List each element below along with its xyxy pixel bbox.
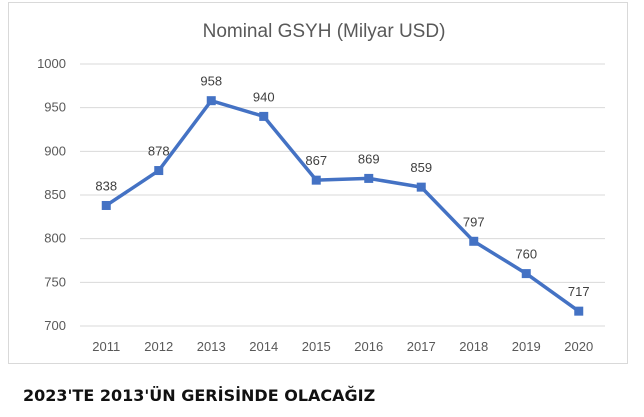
data-label: 838	[95, 178, 117, 193]
x-tick-label: 2011	[92, 339, 120, 354]
data-label: 797	[463, 214, 485, 229]
x-tick-label: 2014	[249, 339, 278, 354]
data-point	[521, 269, 531, 279]
y-tick-label: 750	[44, 274, 66, 289]
data-label: 878	[148, 144, 170, 159]
line-chart: Nominal GSYH (Milyar USD) 700 750 800 850 90…	[37, 21, 605, 354]
data-point	[364, 173, 374, 183]
series-line-path	[105, 98, 580, 313]
data-label: 859	[410, 160, 432, 175]
data-point	[469, 236, 479, 246]
data-point	[311, 175, 321, 185]
data-point	[259, 111, 269, 121]
x-tick-label: 2018	[459, 339, 488, 354]
data-label: 717	[568, 284, 590, 299]
data-point	[206, 96, 216, 106]
data-label: 760	[515, 247, 537, 262]
y-tick-label: 800	[44, 231, 66, 246]
data-point	[101, 200, 111, 210]
data-label: 940	[253, 89, 275, 104]
y-tick-label: 700	[44, 318, 66, 333]
x-tick-label: 2012	[144, 339, 173, 354]
series-points	[101, 96, 584, 316]
chart-title: Nominal GSYH (Milyar USD)	[203, 21, 446, 42]
series-line	[105, 98, 580, 313]
data-label: 867	[305, 153, 327, 168]
article-headline: 2023'TE 2013'ÜN GERİSİNDE OLACAĞIZ	[23, 386, 376, 405]
y-tick-label: 900	[44, 143, 66, 158]
x-tick-label: 2015	[302, 339, 331, 354]
gridlines	[80, 63, 605, 327]
data-labels: 838 878 958 940 867 869 859 797 760 717	[95, 74, 589, 299]
x-tick-label: 2020	[564, 339, 593, 354]
y-axis-tick-labels: 700 750 800 850 900 950 1000	[37, 56, 66, 333]
data-label: 869	[358, 151, 380, 166]
x-tick-label: 2016	[354, 339, 383, 354]
data-label: 958	[200, 74, 222, 89]
x-tick-label: 2019	[512, 339, 541, 354]
y-tick-label: 1000	[37, 56, 66, 71]
y-tick-label: 950	[44, 100, 66, 115]
x-tick-label: 2017	[407, 339, 436, 354]
data-point	[416, 182, 426, 192]
x-tick-label: 2013	[197, 339, 226, 354]
data-point	[154, 166, 164, 176]
data-point	[574, 306, 584, 316]
y-tick-label: 850	[44, 187, 66, 202]
x-axis-tick-labels: 2011 2012 2013 2014 2015 2016 2017 2018 2019 2020	[92, 339, 593, 354]
